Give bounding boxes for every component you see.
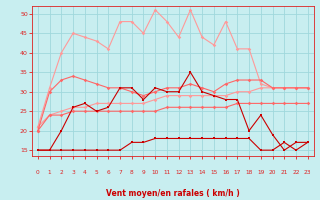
X-axis label: Vent moyen/en rafales ( km/h ): Vent moyen/en rafales ( km/h ): [106, 189, 240, 198]
